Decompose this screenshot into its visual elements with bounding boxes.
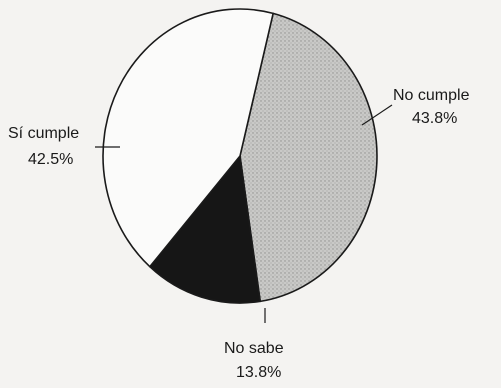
pie-slice-si-cumple <box>102 8 274 268</box>
slice-label-no-cumple: No cumple <box>393 87 470 104</box>
leader-line-no-cumple <box>361 104 393 126</box>
slice-label-si-cumple: Sí cumple <box>8 125 79 142</box>
pie-slice-no-cumple <box>239 12 378 303</box>
slice-value-no-cumple: 43.8% <box>412 110 457 127</box>
pie-slice-no-sabe <box>149 155 261 304</box>
slice-label-no-sabe: No sabe <box>224 340 284 357</box>
slice-value-si-cumple: 42.5% <box>28 151 73 168</box>
slice-value-no-sabe: 13.8% <box>236 364 281 381</box>
